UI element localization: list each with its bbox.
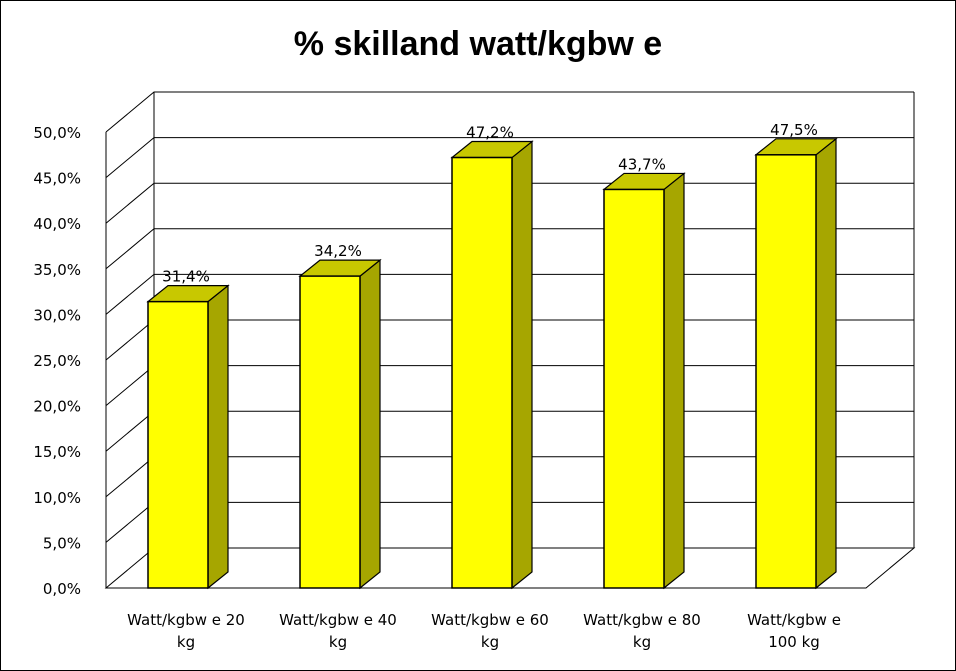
bar-side	[359, 258, 381, 590]
bar	[602, 172, 686, 590]
bar-front	[451, 156, 513, 589]
x-category-label: Watt/kgbw e 20 kg	[127, 611, 245, 651]
data-label: 34,2%	[314, 242, 362, 260]
x-category-label: Watt/kgbw e 40 kg	[279, 611, 397, 651]
data-labels: 31,4% 34,2% 47,2% 43,7% 47,5%	[162, 121, 818, 286]
bar	[754, 137, 838, 590]
y-tick-label: 20,0%	[33, 398, 81, 416]
bar	[298, 258, 382, 590]
bar-side	[815, 137, 837, 590]
x-axis-categories: Watt/kgbw e 20 kg Watt/kgbw e 40 kg Watt/kgb…	[127, 611, 841, 651]
chart-title: % skilland watt/kgbw e	[294, 25, 662, 63]
data-label: 47,2%	[466, 124, 514, 142]
bar	[450, 140, 534, 590]
y-tick-label: 0,0%	[43, 580, 81, 598]
bar-front	[299, 275, 361, 589]
data-label: 43,7%	[618, 155, 666, 173]
data-label: 47,5%	[770, 121, 818, 139]
x-category-label: Watt/kgbw e 100 kg	[747, 611, 841, 651]
y-tick-label: 30,0%	[33, 306, 81, 324]
y-tick-label: 45,0%	[33, 170, 81, 188]
y-axis-ticks: 0,0% 5,0% 10,0% 15,0% 20,0% 25,0% 30,0% 35,0% 40…	[33, 124, 81, 598]
y-tick-label: 25,0%	[33, 352, 81, 370]
bar-side	[663, 172, 685, 590]
bar-front	[755, 154, 817, 589]
y-tick-label: 35,0%	[33, 261, 81, 279]
x-category-label: Watt/kgbw e 80 kg	[583, 611, 701, 651]
y-tick-label: 15,0%	[33, 443, 81, 461]
x-category-label: Watt/kgbw e 60 kg	[431, 611, 549, 651]
y-tick-label: 5,0%	[43, 534, 81, 552]
bar-side	[511, 140, 533, 590]
bar	[146, 284, 230, 590]
y-tick-label: 40,0%	[33, 215, 81, 233]
bar-front	[147, 300, 209, 589]
y-tick-label: 50,0%	[33, 124, 81, 142]
bar-front	[603, 188, 665, 589]
y-tick-label: 10,0%	[33, 489, 81, 507]
bar-layer	[146, 137, 838, 590]
bar-side	[207, 284, 229, 590]
data-label: 31,4%	[162, 268, 210, 286]
